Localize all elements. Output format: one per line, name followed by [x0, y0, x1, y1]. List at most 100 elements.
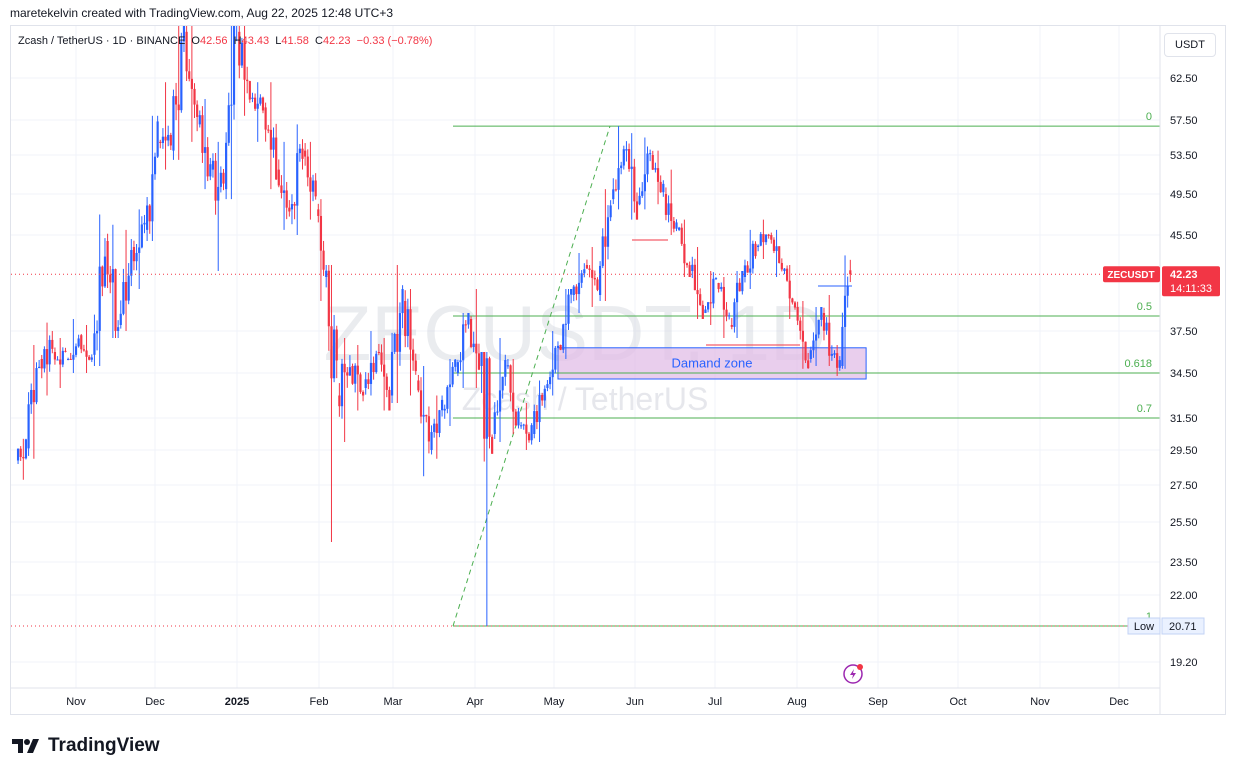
candle-body [225, 142, 228, 190]
time-tick-label: Jun [626, 696, 644, 708]
price-tick-label: 53.50 [1170, 150, 1198, 162]
candle-body [206, 147, 209, 177]
tradingview-footer[interactable]: TradingView [12, 735, 160, 757]
candle-body [678, 227, 681, 230]
candle-body [780, 262, 783, 270]
candle-body [256, 103, 259, 109]
candle-body [61, 350, 64, 365]
candle-body [556, 345, 560, 348]
time-axis: Nov Dec 2025 Feb Mar Apr May Jun Jul Aug Sep Oct Nov… [11, 687, 1160, 708]
candle-body [419, 390, 423, 417]
candle-body [127, 275, 130, 301]
time-tick-label: Oct [949, 696, 966, 708]
legend-open-label: O [191, 35, 200, 47]
candle-body [393, 333, 396, 352]
currency-button[interactable]: USDT [1164, 33, 1216, 57]
candle-body [43, 349, 46, 369]
candle-body [770, 235, 773, 240]
candle-body [161, 136, 165, 144]
candle-body [622, 149, 625, 166]
candle-body [227, 105, 230, 143]
candle-body [132, 247, 136, 262]
candle-body [675, 222, 678, 229]
candle-body [741, 271, 744, 292]
candle-body [304, 150, 307, 157]
candle-body [103, 256, 107, 287]
candle-body [388, 389, 391, 411]
candle-body [667, 203, 670, 215]
candle-body [32, 389, 35, 403]
candle-body [459, 360, 462, 363]
candle-body [799, 320, 802, 331]
candle-body [90, 357, 93, 360]
candle-body [296, 153, 299, 206]
candle-body [435, 423, 438, 433]
chart-legend: Zcash / TetherUS · 1D · BINANCE O42.56 H… [18, 35, 432, 47]
candle-body [491, 436, 494, 454]
time-tick-label: Sep [868, 696, 888, 708]
candle-body [493, 412, 496, 434]
candle-body [475, 343, 478, 354]
candle-body [72, 354, 75, 360]
fib-level-label: 0 [1146, 111, 1152, 123]
demand-zone: Damand zone [557, 347, 867, 380]
candle-body [243, 42, 246, 80]
candle-body [467, 313, 470, 325]
candle-body [820, 307, 823, 320]
candle-body [641, 191, 644, 196]
candle-body [630, 166, 633, 169]
candle-body [746, 265, 749, 273]
candle-body [111, 269, 114, 283]
candle-body [440, 399, 444, 411]
candle-body [148, 205, 151, 222]
candle-body [604, 236, 607, 247]
candle-body [246, 79, 249, 82]
candle-body [211, 160, 215, 170]
candle-body [735, 282, 739, 303]
price-tick-label: 29.50 [1170, 445, 1198, 457]
candle-body [372, 362, 375, 373]
candle-body [559, 345, 562, 350]
candle-body [95, 330, 99, 334]
candle-body [804, 341, 807, 361]
candle-body [119, 313, 122, 325]
candle-body [248, 81, 251, 100]
candle-body [288, 207, 291, 212]
fib-level-label: 0.7 [1137, 403, 1152, 415]
candle-body [219, 172, 222, 187]
candle-body [788, 280, 791, 299]
candle-body [259, 97, 262, 104]
demand-zone-box [557, 347, 867, 380]
tradingview-logo-icon [12, 739, 39, 753]
candle-body [464, 324, 467, 326]
chart-frame [10, 25, 1226, 715]
candle-body [222, 172, 225, 184]
candle-body [196, 104, 199, 117]
time-tick-label: May [544, 696, 565, 708]
lightning-event-icon[interactable] [843, 664, 863, 684]
candle-body [554, 347, 557, 370]
candle-body [480, 352, 483, 366]
candle-body [240, 42, 244, 66]
candle-body [664, 194, 668, 215]
candle-body [456, 362, 459, 373]
candle-body [443, 408, 446, 411]
candle-body [167, 134, 170, 141]
watermark-name: Zcash / TetherUS [462, 381, 709, 417]
candle-body [575, 286, 578, 295]
price-tick-label: 31.50 [1170, 413, 1198, 425]
price-tick-label: 34.50 [1170, 368, 1198, 380]
candle-body [88, 356, 91, 360]
candle-body [203, 147, 207, 153]
candle-body [451, 366, 454, 385]
candle-body [496, 411, 499, 413]
price-tick-label: 22.00 [1170, 590, 1198, 602]
candle-body [764, 234, 768, 243]
candle-body [180, 41, 183, 111]
candle-body [612, 189, 615, 200]
candle-body [809, 350, 812, 359]
candle-body [530, 425, 533, 441]
legend-open: 42.56 [199, 35, 228, 47]
candle-body [301, 148, 304, 159]
